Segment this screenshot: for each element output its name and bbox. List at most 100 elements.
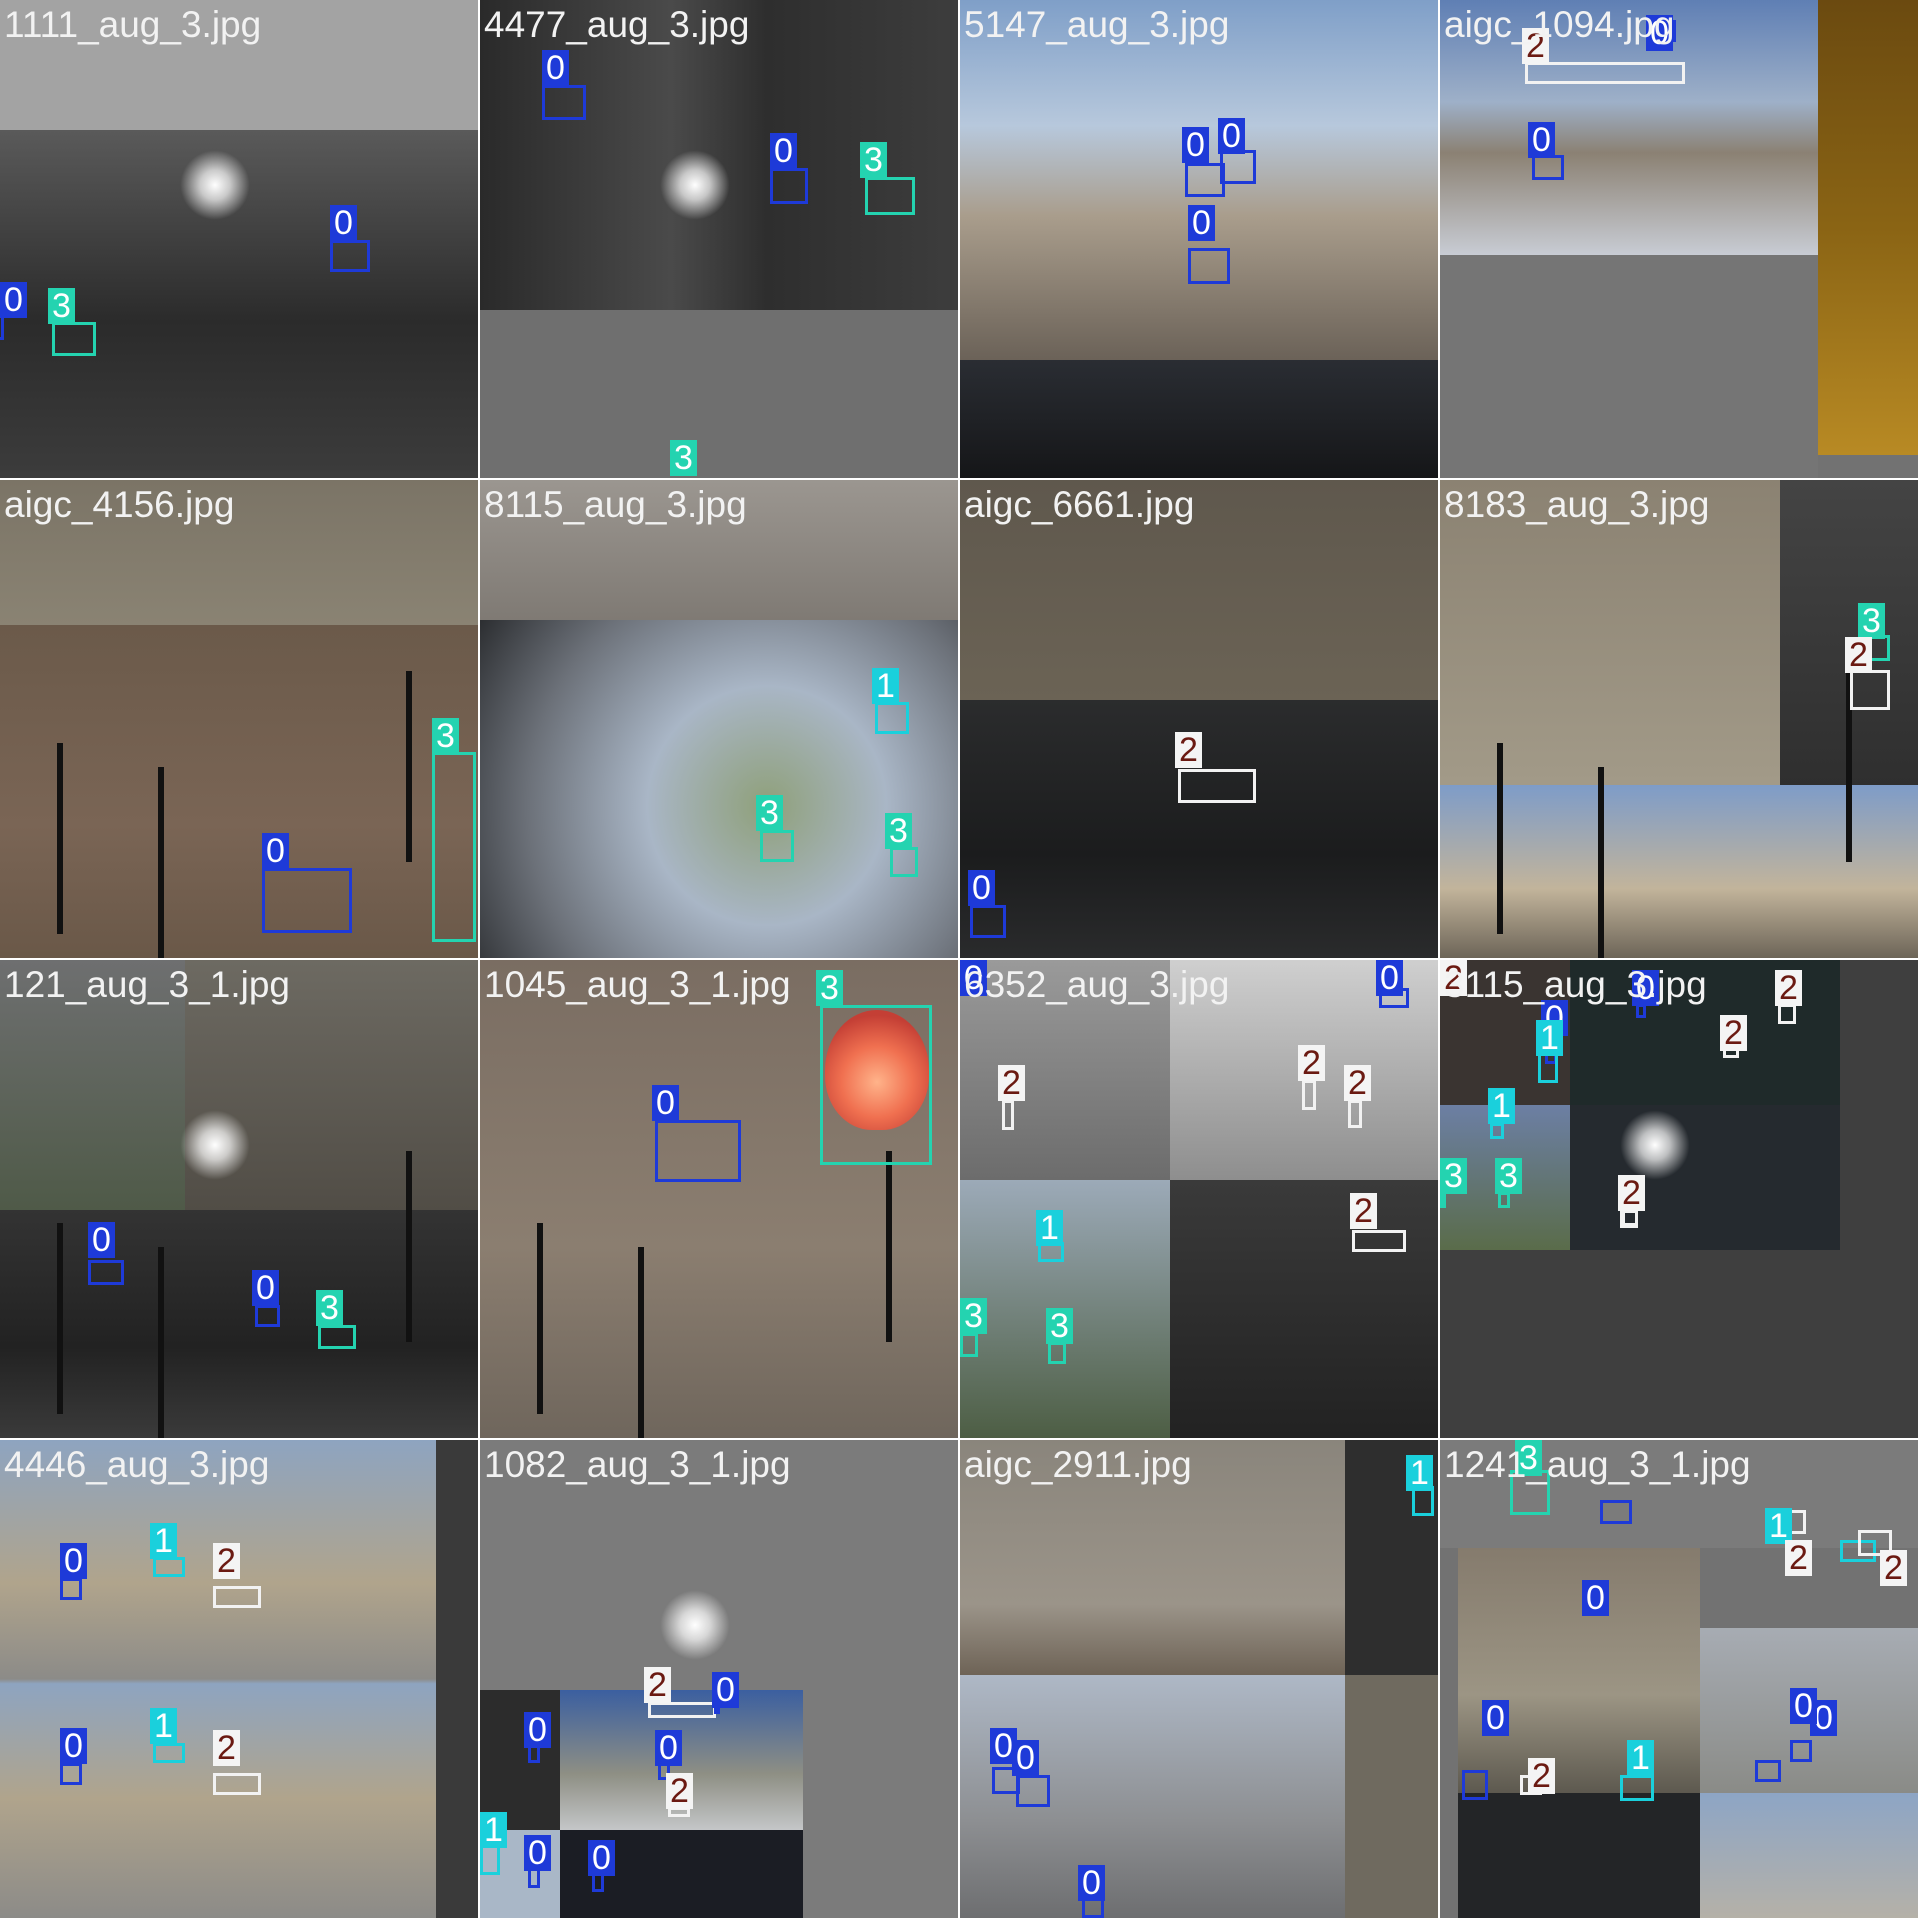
utility-pole-shape	[638, 1247, 644, 1438]
class-label: 0	[960, 960, 987, 996]
mosaic-tile[interactable]: 121_aug_3_1.jpg 0 0 3	[0, 960, 478, 1438]
image-piece	[1440, 0, 1818, 255]
detection-box	[1755, 1760, 1781, 1782]
mosaic-tile[interactable]: 3115_aug_3.jpg20021213322	[1440, 960, 1918, 1438]
detection-box	[52, 322, 96, 356]
detection-box	[1178, 769, 1256, 803]
tile-filename: 5147_aug_3.jpg	[964, 4, 1230, 45]
class-label: 0	[1632, 970, 1659, 1006]
class-label: 1	[1488, 1088, 1515, 1124]
tile-filename: 121_aug_3_1.jpg	[4, 964, 291, 1005]
utility-pole-shape	[537, 1223, 543, 1414]
tile-filename: 4446_aug_3.jpg	[4, 1444, 270, 1485]
detection-box	[655, 1120, 741, 1182]
class-label: 0	[1376, 960, 1403, 996]
detection-box	[213, 1773, 261, 1795]
class-label: 3	[670, 440, 697, 476]
class-label: 2	[1298, 1045, 1325, 1081]
class-label: 0	[968, 870, 995, 906]
image-piece	[1440, 1250, 1840, 1438]
image-piece	[436, 1440, 478, 1918]
image-piece	[1345, 1675, 1438, 1918]
class-label: 0	[1482, 1700, 1509, 1736]
mosaic-tile[interactable]: 1111_aug_3.jpg 0 3 0	[0, 0, 478, 478]
class-label: 2	[1880, 1550, 1907, 1586]
class-label: 2	[998, 1065, 1025, 1101]
mosaic-tile[interactable]: 1082_aug_3_1.jpg 2 0 0 0 2 1 0 0	[480, 1440, 958, 1918]
class-label: 2	[1528, 1758, 1555, 1794]
class-label: 0	[542, 50, 569, 86]
class-label: 2	[1845, 637, 1872, 673]
lamp-glow-shape	[180, 1110, 250, 1180]
utility-pole-shape	[1846, 671, 1852, 862]
detection-box	[1016, 1775, 1050, 1807]
tile-filename: 6352_aug_3.jpg	[964, 964, 1230, 1005]
tile-filename: aigc_2911.jpg	[964, 1444, 1192, 1485]
class-label: 3	[860, 142, 887, 178]
lamp-glow-shape	[1620, 1110, 1690, 1180]
class-label: 3	[885, 813, 912, 849]
class-label: 2	[1785, 1540, 1812, 1576]
class-label: 3	[816, 970, 843, 1006]
detection-box	[330, 240, 370, 272]
image-piece	[960, 0, 1438, 360]
image-piece	[0, 1210, 478, 1438]
class-label: 2	[1440, 960, 1467, 996]
class-label: 3	[1495, 1158, 1522, 1194]
class-label: 0	[88, 1222, 115, 1258]
mosaic-tile[interactable]: 8183_aug_3.jpg 3 2	[1440, 480, 1918, 958]
detection-box	[1525, 62, 1685, 84]
mosaic-tile[interactable]: aigc_1094.jpg 2 0 0	[1440, 0, 1918, 478]
detection-box	[1600, 1500, 1632, 1524]
detection-box	[770, 168, 808, 204]
mosaic-tile[interactable]: 6352_aug_3.jpg 0 0 2 2 2 1 2 3 3	[960, 960, 1438, 1438]
class-label: 0	[588, 1840, 615, 1876]
image-piece	[1440, 480, 1780, 785]
mosaic-tile[interactable]: 5147_aug_3.jpg 0 0 0	[960, 0, 1438, 478]
class-label: 1	[1036, 1210, 1063, 1246]
mosaic-tile[interactable]: 4477_aug_3.jpg 0 0 3 3	[480, 0, 958, 478]
detection-box	[60, 1578, 82, 1600]
mosaic-tile[interactable]: aigc_2911.jpg 1 0 0 0	[960, 1440, 1438, 1918]
mosaic-tile[interactable]: 1241_aug_3_1.jpg 3 0 1 2 2 0 2 1 0 0	[1440, 1440, 1918, 1918]
utility-pole-shape	[57, 1223, 63, 1414]
class-label: 2	[213, 1543, 240, 1579]
image-piece	[960, 960, 1170, 1180]
mosaic-tile[interactable]: 8115_aug_3.jpg 1 3 3	[480, 480, 958, 958]
detection-box	[970, 905, 1006, 938]
class-label: 0	[1218, 118, 1245, 154]
class-label: 0	[1646, 15, 1673, 51]
class-label: 1	[1406, 1455, 1433, 1491]
detection-box	[88, 1260, 124, 1285]
tile-filename: 1111_aug_3.jpg	[4, 4, 262, 45]
tile-filename: 4477_aug_3.jpg	[484, 4, 750, 45]
class-label: 0	[770, 133, 797, 169]
mosaic-tile[interactable]: 1045_aug_3_1.jpg 3 0	[480, 960, 958, 1438]
class-label: 3	[1858, 603, 1885, 639]
class-label: 0	[655, 1730, 682, 1766]
tile-filename: 8183_aug_3.jpg	[1444, 484, 1710, 525]
class-label: 0	[1078, 1865, 1105, 1901]
utility-pole-shape	[57, 743, 63, 934]
class-label: 0	[1012, 1740, 1039, 1776]
mosaic-tile[interactable]: aigc_4156.jpg 3 0	[0, 480, 478, 958]
detection-box	[760, 830, 794, 862]
image-piece	[0, 1440, 436, 1918]
mosaic-tile[interactable]: aigc_6661.jpg 2 0	[960, 480, 1438, 958]
utility-pole-shape	[1497, 743, 1503, 934]
detection-box	[1850, 670, 1890, 710]
detection-box	[1462, 1770, 1488, 1800]
mosaic-tile[interactable]: 4446_aug_3.jpg 0 1 2 0 1 2	[0, 1440, 478, 1918]
utility-pole-shape	[158, 767, 164, 958]
class-label: 2	[1175, 732, 1202, 768]
tile-filename: 1241_aug_3_1.jpg	[1444, 1444, 1751, 1485]
detection-box	[213, 1586, 261, 1608]
detection-box	[1302, 1080, 1316, 1110]
class-label: 3	[960, 1298, 987, 1334]
class-label: 0	[252, 1270, 279, 1306]
detection-box	[648, 1702, 716, 1718]
image-piece	[1458, 1793, 1700, 1918]
class-label: 0	[1188, 205, 1215, 241]
image-piece	[1440, 255, 1818, 478]
class-label: 2	[666, 1773, 693, 1809]
